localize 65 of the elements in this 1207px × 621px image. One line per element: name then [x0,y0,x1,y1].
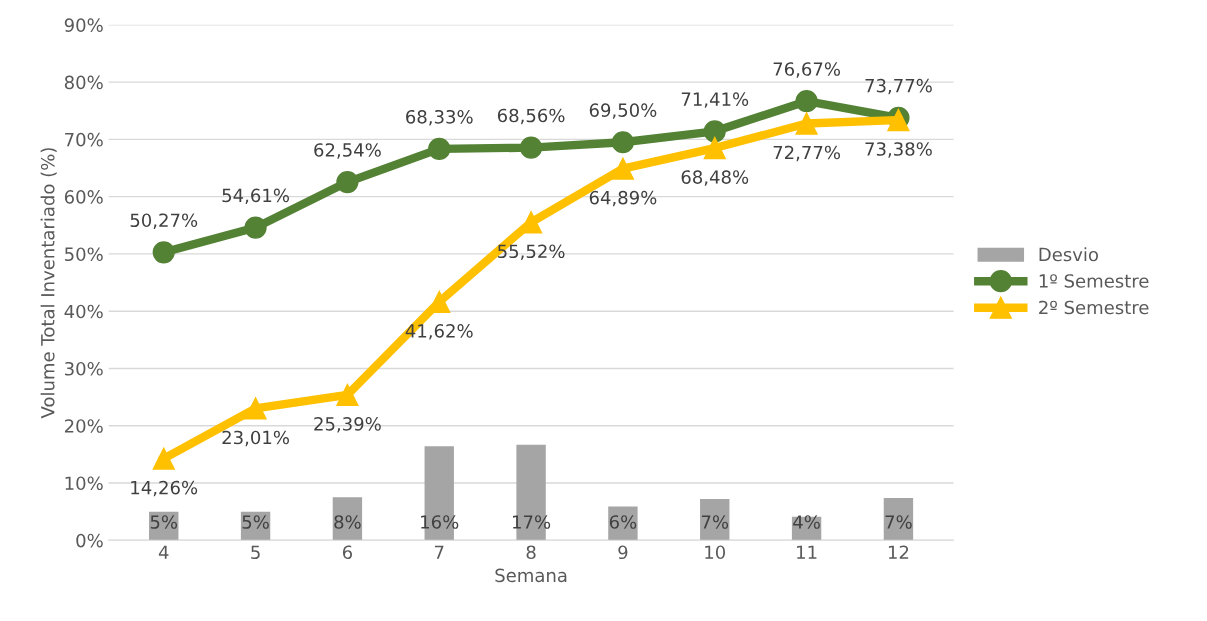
data-label: 5% [242,515,269,529]
y-tick-label: 80% [64,75,103,90]
bar [883,497,914,541]
data-label: 69,50% [589,103,657,119]
x-tick-label: 6 [342,545,353,560]
point [244,216,267,239]
point [428,137,451,161]
data-label: 23,01% [222,430,289,447]
data-label: 7% [885,515,912,529]
x-tick-label: 10 [705,545,726,560]
data-label: 54,61% [222,188,289,205]
data-label: 7% [701,515,729,529]
data-label: 6% [609,515,637,529]
data-label: 4% [793,515,820,529]
y-tick-label: 90% [64,18,103,32]
point [336,383,359,406]
data-label: 25,39% [314,417,381,433]
x-tick-label: 8 [526,545,536,560]
point [152,241,175,264]
y-tick-label: 30% [65,361,103,376]
point [519,136,543,159]
bar [700,499,730,541]
legend-label: 2º Semestre [1039,300,1149,315]
y-tick-label: 20% [64,419,103,433]
data-label: 50,27% [130,213,198,229]
y-tick-label: 70% [65,132,103,147]
data-label: 55,52% [498,244,565,260]
legend-label: 1º Semestre [1039,274,1149,288]
point [703,136,726,160]
data-label: 68,56% [497,108,565,125]
data-label: 71,41% [681,92,749,108]
y-tick-label: 0% [76,533,103,548]
data-label: 14,26% [131,480,198,497]
y-tick-label: 60% [64,190,103,204]
data-label: 8% [334,515,361,529]
point [244,397,267,420]
data-label: 5% [150,515,178,529]
x-tick-label: 5 [251,545,260,560]
data-label: 73,77% [865,78,932,95]
point [795,112,818,135]
x-tick-label: 9 [618,545,628,560]
x-tick-label: 12 [888,545,909,559]
bar [608,506,638,541]
data-label: 68,33% [406,109,473,126]
y-tick-label: 50% [65,247,103,262]
data-label: 72,77% [773,145,841,162]
y-axis-title: Volume Total Inventariado (%) [40,148,57,419]
data-label: 62,54% [314,143,381,159]
x-axis-title: Semana [495,568,567,583]
data-label: 68,48% [681,170,749,186]
y-tick-label: 40% [64,304,103,319]
point [703,120,726,143]
y-tick-label: 10% [65,476,103,491]
point [611,131,635,154]
data-label: 73,38% [865,142,932,158]
point [336,170,359,194]
data-label: 64,89% [589,190,657,207]
legend-label: Desvio [1039,247,1098,262]
x-tick-label: 7 [434,545,444,559]
point [611,157,635,180]
data-label: 76,67% [773,62,841,78]
x-tick-label: 4 [158,545,169,559]
x-tick-label: 11 [797,545,817,559]
point [152,447,175,470]
point [795,90,818,113]
